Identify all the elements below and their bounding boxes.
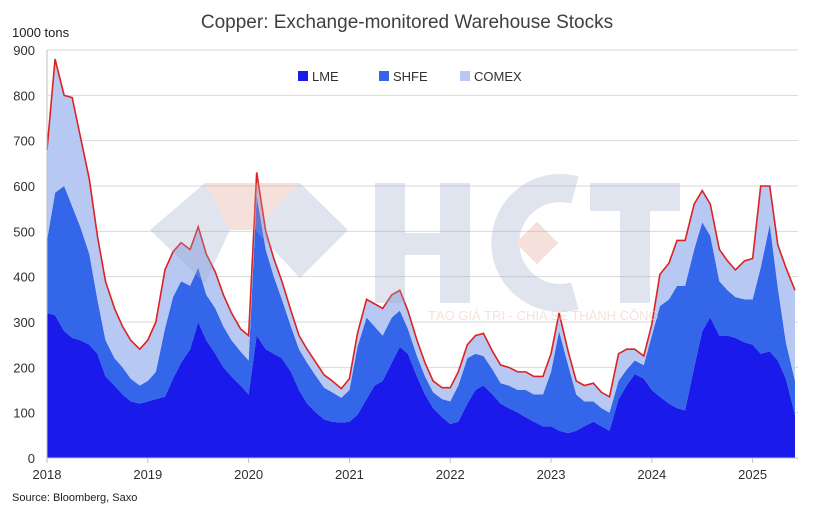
watermark-tagline: TẠO GIÁ TRỊ - CHIA SẺ THÀNH CÔNG xyxy=(428,308,659,323)
chart-title: Copper: Exchange-monitored Warehouse Sto… xyxy=(201,12,613,33)
axis-lines xyxy=(46,50,798,459)
y-tick-label: 0 xyxy=(28,451,35,466)
area-series-comex xyxy=(47,59,795,413)
x-tick-label: 2018 xyxy=(33,467,62,482)
y-tick-label: 700 xyxy=(13,134,35,149)
x-tick-label: 2022 xyxy=(436,467,465,482)
legend-item-lme: LME xyxy=(298,69,339,84)
area-series-shfe xyxy=(47,186,795,434)
y-tick-label: 500 xyxy=(13,224,35,239)
y-tick-label: 800 xyxy=(13,88,35,103)
legend-label-lme: LME xyxy=(312,69,339,84)
legend-swatch-comex xyxy=(460,71,470,81)
legend-label-comex: COMEX xyxy=(474,69,522,84)
x-tick-label: 2021 xyxy=(335,467,364,482)
y-tick-label: 100 xyxy=(13,406,35,421)
y-tick-label: 300 xyxy=(13,315,35,330)
x-tick-label: 2024 xyxy=(637,467,666,482)
x-axis-ticks: 2018 2019 2020 2021 2022 2023 2024 2025 xyxy=(33,458,767,482)
legend-item-shfe: SHFE xyxy=(379,69,428,84)
y-axis-ticks: 0 100 200 300 400 500 600 700 800 900 xyxy=(13,43,35,466)
area-series-lme xyxy=(47,312,795,458)
y-tick-label: 600 xyxy=(13,179,35,194)
total-stock-line xyxy=(46,58,796,399)
y-tick-label: 400 xyxy=(13,270,35,285)
watermark-logo xyxy=(150,174,680,312)
source-note: Source: Bloomberg, Saxo xyxy=(12,492,137,504)
x-tick-label: 2023 xyxy=(537,467,566,482)
y-tick-label: 200 xyxy=(13,360,35,375)
x-tick-label: 2019 xyxy=(133,467,162,482)
x-tick-label: 2025 xyxy=(738,467,767,482)
x-tick-label: 2020 xyxy=(234,467,263,482)
y-tick-label: 900 xyxy=(13,43,35,58)
legend-item-comex: COMEX xyxy=(460,69,522,84)
legend-swatch-shfe xyxy=(379,71,389,81)
stacked-areas xyxy=(46,58,796,458)
legend-swatch-lme xyxy=(298,71,308,81)
legend: LME SHFE COMEX xyxy=(298,69,522,84)
legend-label-shfe: SHFE xyxy=(393,69,428,84)
y-axis-unit: 1000 tons xyxy=(12,25,70,40)
